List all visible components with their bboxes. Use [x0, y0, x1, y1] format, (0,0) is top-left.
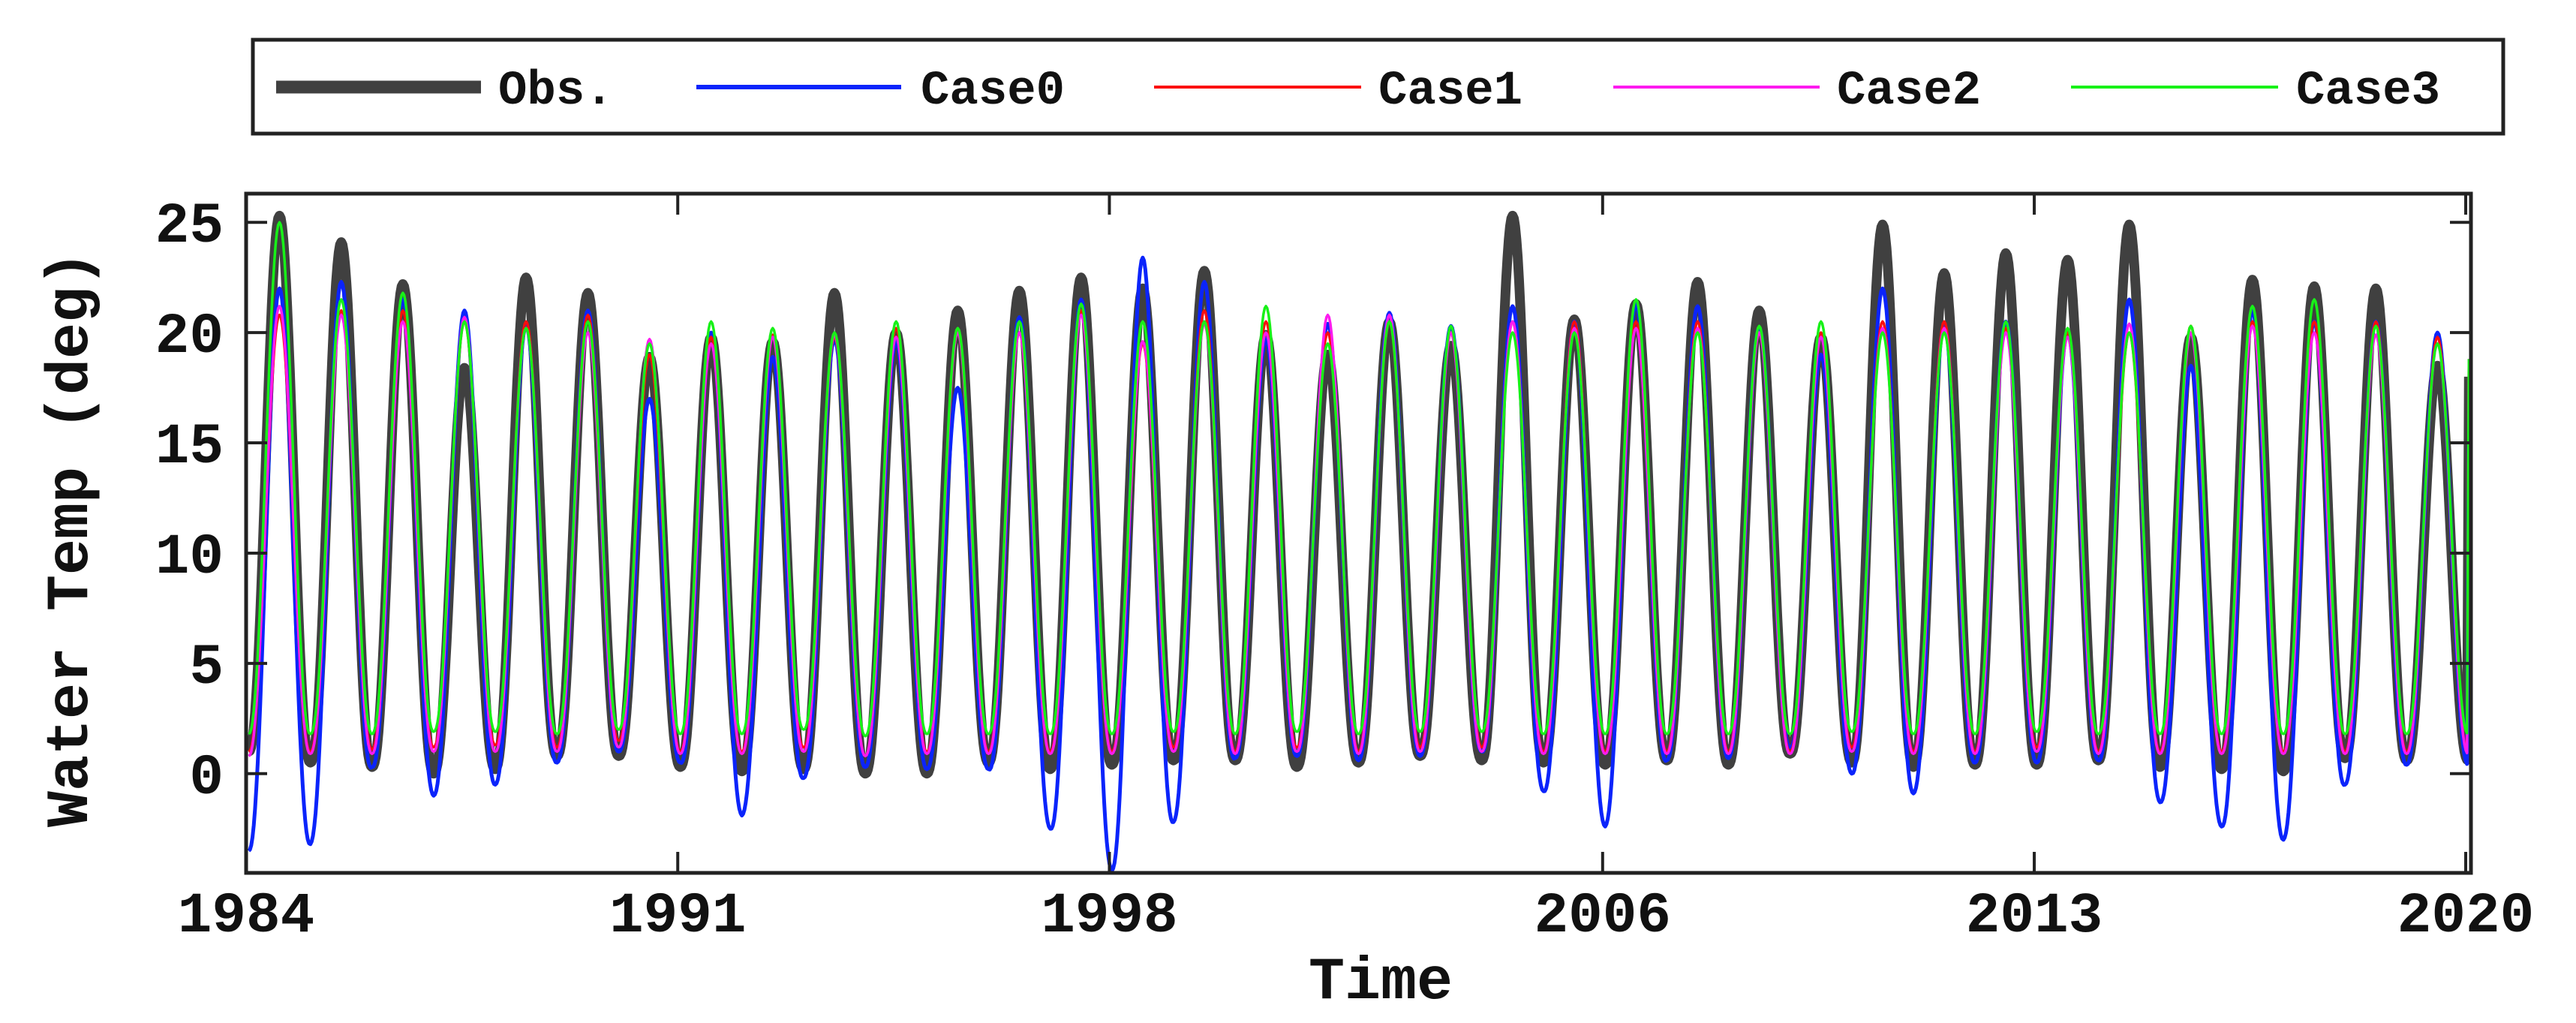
- y-axis: 0 5 10 15 20 25: [155, 194, 2471, 811]
- y-tick-label: 0: [189, 746, 224, 811]
- series-line-case3: [248, 221, 2471, 738]
- x-tick-label: 1991: [609, 884, 746, 949]
- legend-label-case3: Case3: [2296, 65, 2440, 119]
- y-tick-label: 20: [155, 305, 224, 369]
- x-axis: 1984 1991 1998 2006 2013 2020: [178, 194, 2534, 949]
- series-lines: [246, 210, 2471, 873]
- series-line-case2: [248, 305, 2471, 758]
- legend-label-case0: Case0: [921, 65, 1065, 119]
- y-tick-label: 10: [155, 525, 224, 590]
- legend-label-case2: Case2: [1837, 65, 1981, 119]
- y-tick-label: 25: [155, 194, 224, 259]
- legend: Obs. Case0 Case1 Case2 Case3: [251, 38, 2505, 136]
- x-tick-label: 1984: [178, 884, 314, 949]
- legend-label-case1: Case1: [1378, 65, 1522, 119]
- x-tick-label: 2013: [1966, 884, 2103, 949]
- series-line-case1: [248, 308, 2471, 758]
- y-axis-label: Water Temp (deg): [38, 251, 106, 827]
- x-tick-label: 2006: [1534, 884, 1671, 949]
- legend-label-obs: Obs.: [498, 65, 614, 119]
- plot-frame: [244, 191, 2473, 875]
- x-tick-label: 2020: [2397, 884, 2534, 949]
- y-tick-label: 5: [189, 636, 224, 700]
- x-tick-label: 1998: [1041, 884, 1177, 949]
- x-axis-label: Time: [1309, 949, 1453, 1017]
- y-tick-label: 15: [155, 415, 224, 480]
- series-line-case0: [247, 255, 2471, 873]
